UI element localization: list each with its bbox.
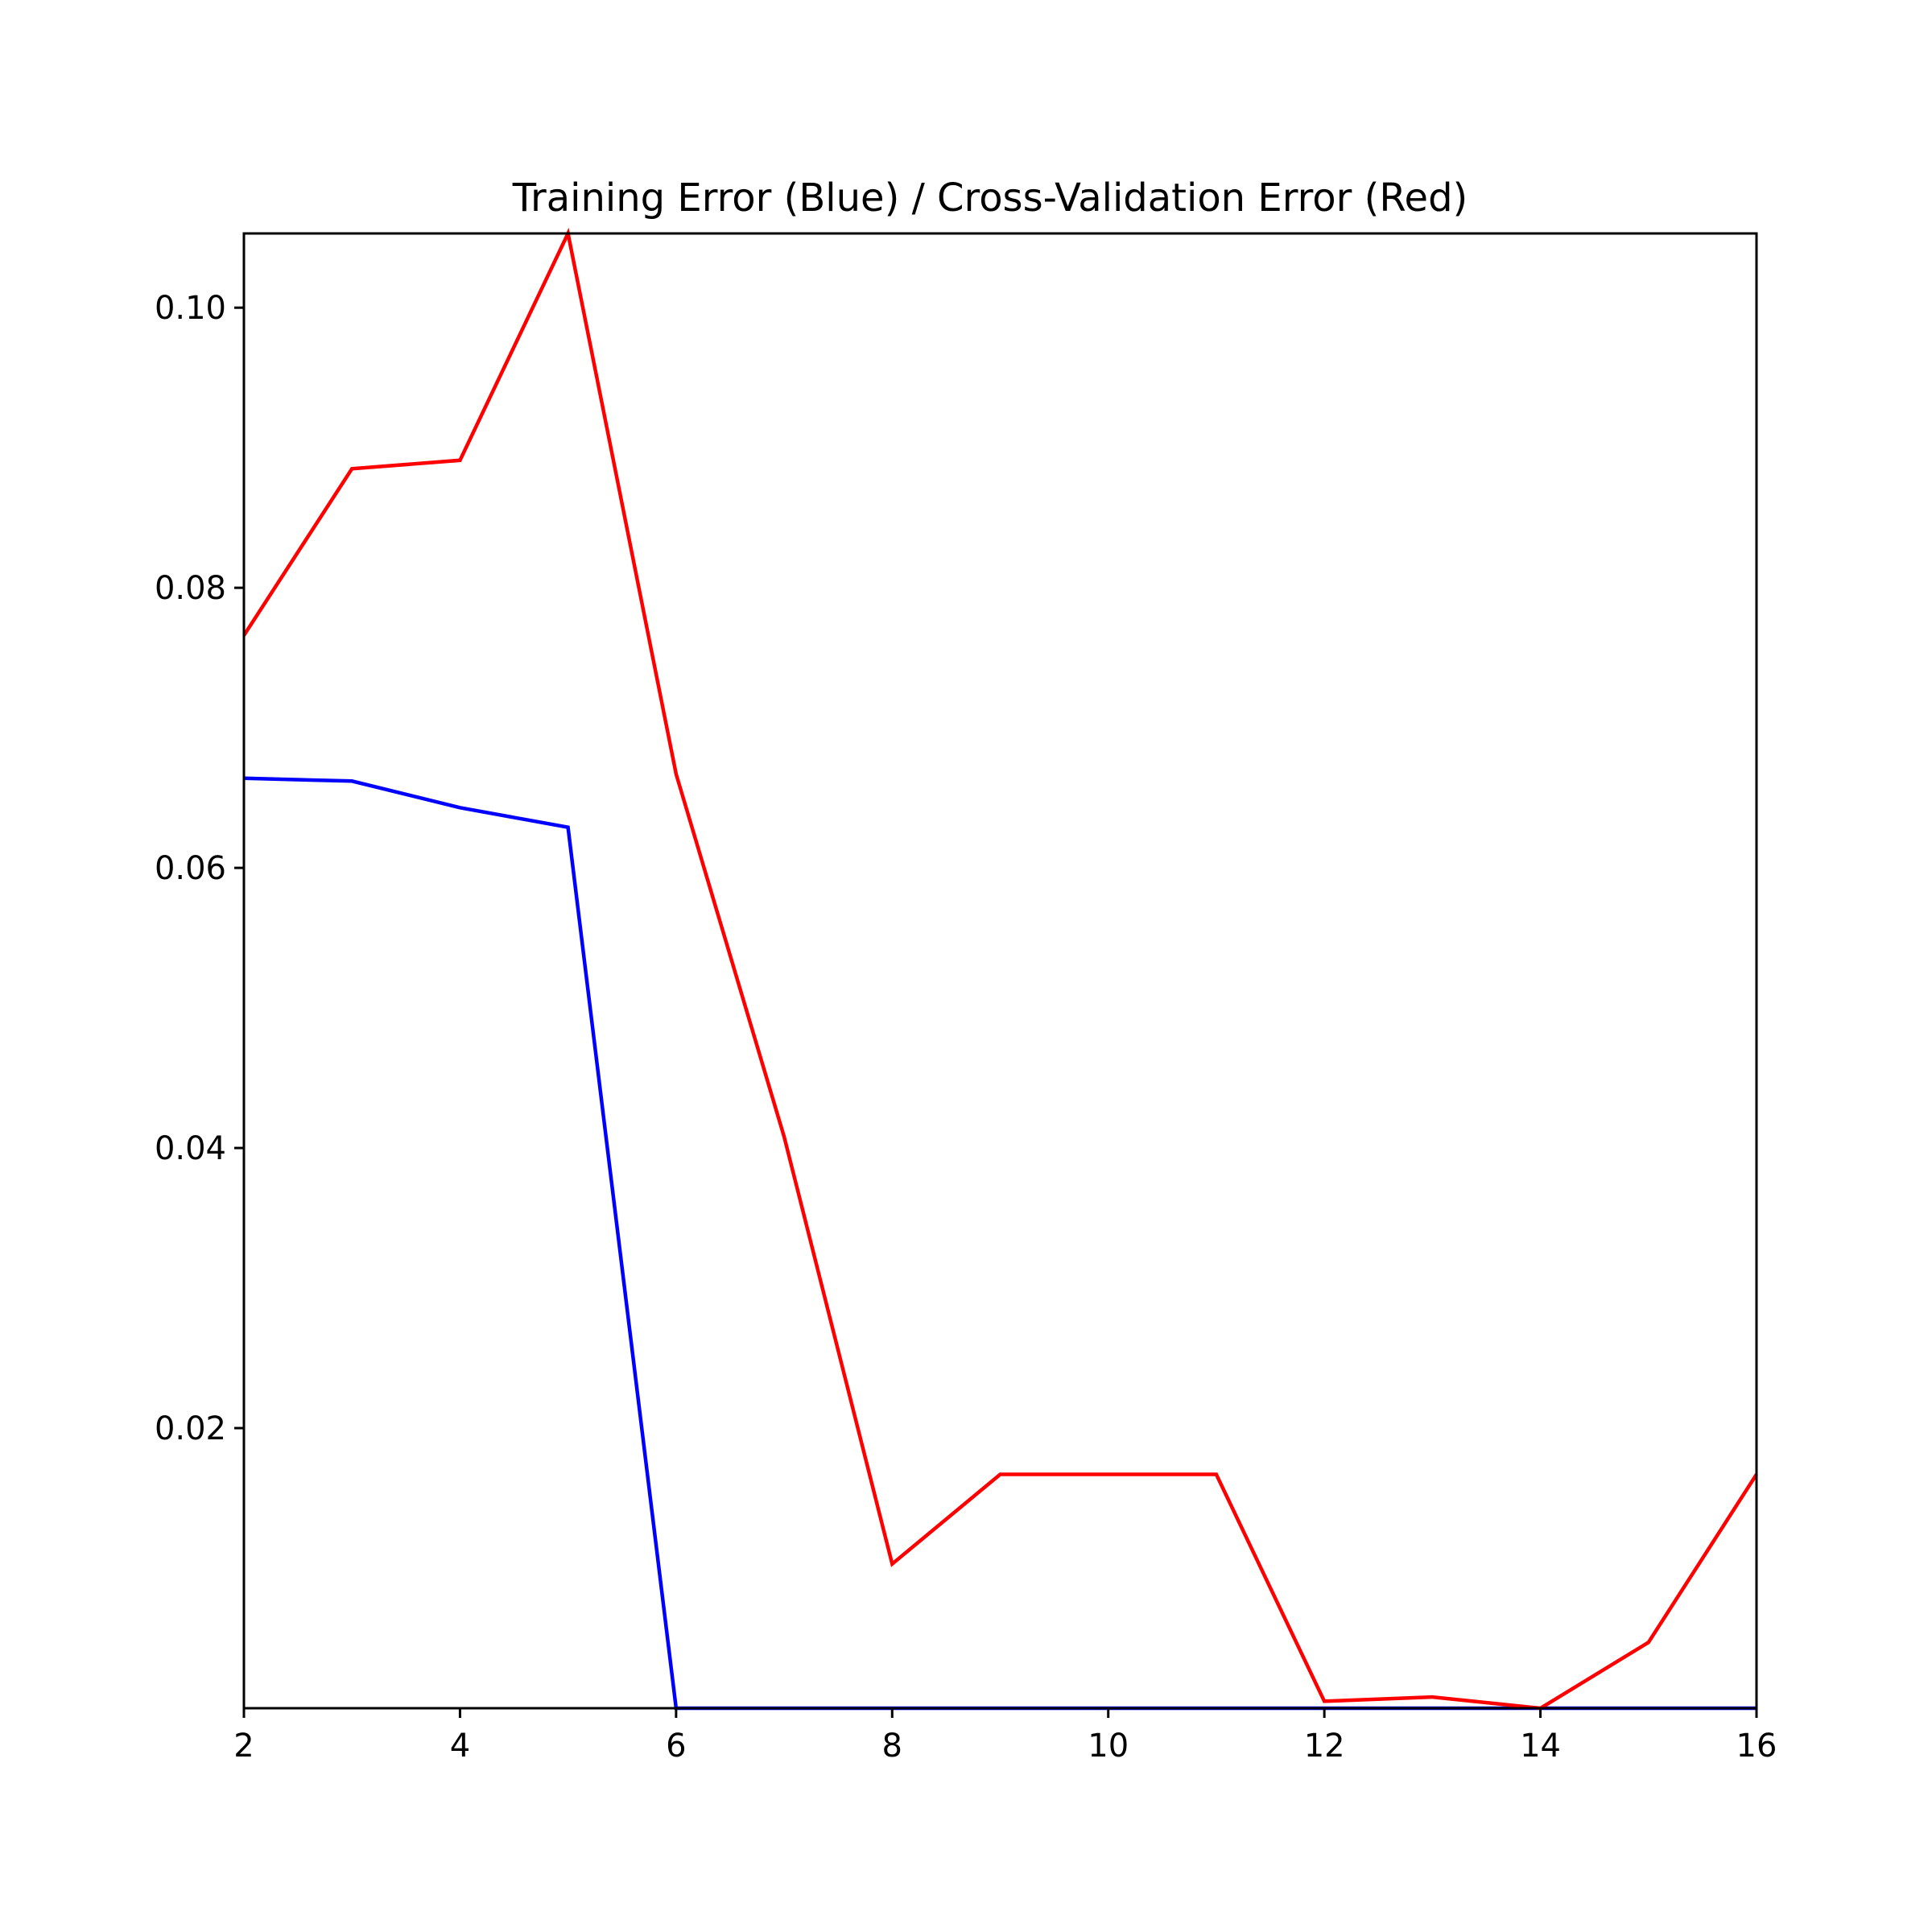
x-tick-label: 4 xyxy=(450,1728,470,1765)
axes-layer: 2 4 6 8 10 12 14 16 0.02 0.04 0.06 0.08 0.10 xyxy=(155,232,1777,1765)
y-tick-label: 0.08 xyxy=(155,570,226,607)
series-layer xyxy=(242,227,1758,1711)
x-tick-label: 10 xyxy=(1088,1728,1129,1765)
chart-title: Training Error (Blue) / Cross-Validation… xyxy=(512,175,1468,221)
plot-frame xyxy=(242,232,1758,1710)
series-line-1 xyxy=(242,227,1758,1711)
x-tick-label: 2 xyxy=(233,1728,254,1765)
y-tick-label: 0.04 xyxy=(155,1130,226,1167)
y-tick-label: 0.02 xyxy=(155,1410,226,1447)
x-tick-label: 14 xyxy=(1520,1728,1561,1765)
y-tick-label: 0.10 xyxy=(155,290,226,327)
x-tick-label: 6 xyxy=(666,1728,686,1765)
x-tick-label: 12 xyxy=(1304,1728,1345,1765)
x-tick-label: 16 xyxy=(1736,1728,1777,1765)
series-line-0 xyxy=(243,776,1757,1711)
y-tick-label: 0.06 xyxy=(155,850,226,887)
x-tick-label: 8 xyxy=(882,1728,902,1765)
